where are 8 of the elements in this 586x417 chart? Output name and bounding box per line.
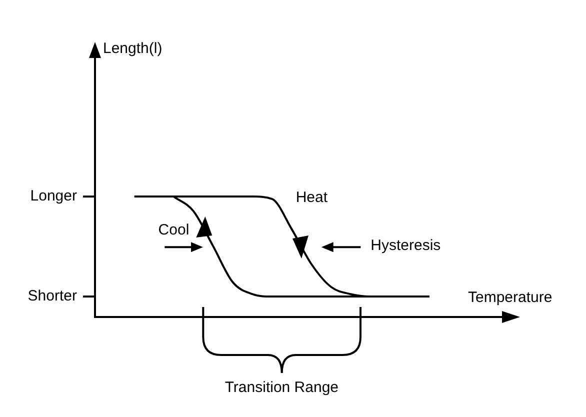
text: Transition Range [224,379,338,396]
text: Longer [30,188,77,205]
annotation: Hysteresis [370,237,441,254]
text: Length(l) [103,40,162,57]
series-label: Heat [296,189,328,206]
x-axis-title: Temperature [468,289,552,306]
text: Shorter [28,288,77,305]
legend-label: Cool [158,222,190,239]
